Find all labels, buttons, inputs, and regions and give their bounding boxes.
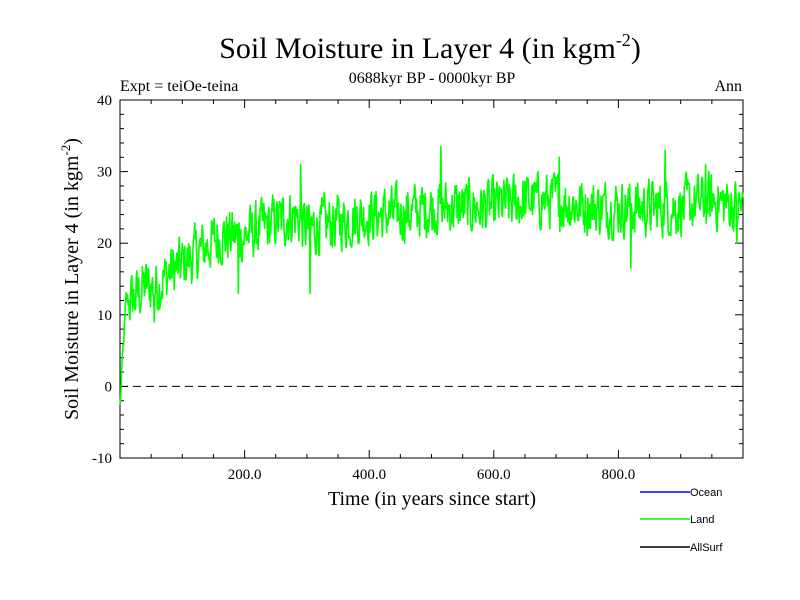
y-tick-label: 10 [97,308,112,324]
y-axis-label-main: Soil Moisture in Layer 4 (in kgm [61,155,83,420]
x-tick-label: 400.0 [352,467,386,483]
chart-title-close: ) [631,32,641,65]
y-tick-label: -10 [92,451,112,467]
legend-item-ocean: Ocean [640,487,722,499]
y-tick-label: 30 [97,165,112,181]
x-tick-label: 600.0 [477,467,511,483]
y-tick-label: 0 [105,379,113,395]
legend-item-land: Land [640,514,714,526]
series-line-land [119,145,744,405]
chart-title-sup: -2 [616,30,631,50]
x-tick-label: 200.0 [228,467,262,483]
x-axis-label: Time (in years since start) [328,488,536,510]
y-tick-label: 20 [97,236,112,252]
y-axis-label: Soil Moisture in Layer 4 (in kgm-2) [58,138,83,420]
chart-title-main: Soil Moisture in Layer 4 (in kgm [219,32,616,65]
legend-label: AllSurf [690,542,723,554]
y-axis-label-sup: -2 [58,145,73,156]
legend: Ocean Land AllSurf [640,487,723,554]
legend-label: Ocean [690,487,722,499]
subtitle-right: Ann [714,78,742,95]
subtitle-center: 0688kyr BP - 0000kyr BP [349,70,516,87]
subtitle-left: Expt = teiOe-teina [120,78,238,95]
plot-frame [119,99,744,459]
legend-item-allsurf: AllSurf [640,542,723,554]
x-tick-label: 800.0 [602,467,636,483]
chart-title: Soil Moisture in Layer 4 (in kgm-2) [219,30,641,65]
y-axis-label-close: ) [61,138,83,145]
y-tick-label: 40 [97,93,112,109]
legend-label: Land [690,514,714,526]
plot-area: -10 0 10 20 30 40 200.0 400.0 600.0 800.0 [92,93,744,483]
